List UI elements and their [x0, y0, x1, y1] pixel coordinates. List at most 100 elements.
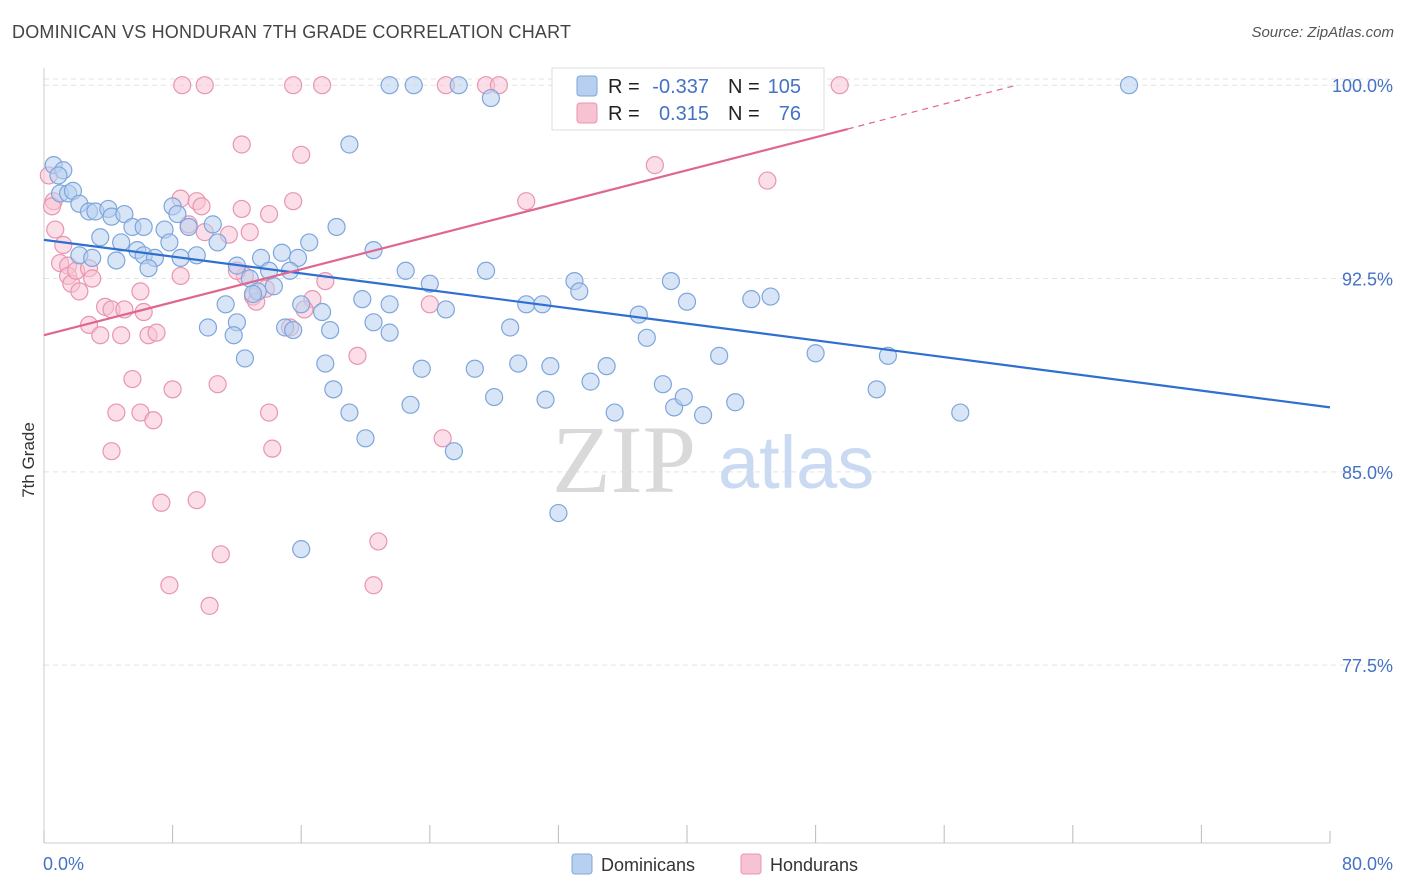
- dominican-point-43: [264, 277, 283, 296]
- honduran-point-47: [208, 375, 227, 394]
- honduran-point-31: [240, 223, 259, 242]
- honduran-point-53: [102, 442, 121, 461]
- honduran-point-43: [420, 295, 439, 314]
- honduran-point-33: [284, 192, 303, 211]
- dominican-point-99: [549, 503, 568, 523]
- y-tick-label-1: 85.0%: [1342, 463, 1393, 483]
- honduran-point-61: [364, 576, 383, 595]
- dominican-point-33: [327, 217, 346, 237]
- dominican-point-60: [761, 287, 780, 306]
- chart-title: DOMINICAN VS HONDURAN 7TH GRADE CORRELAT…: [12, 22, 572, 42]
- series-legend: Dominicans Hondurans: [571, 853, 858, 875]
- dominican-point-24: [160, 233, 179, 252]
- dominican-point-31: [288, 248, 308, 267]
- honduran-point-55: [152, 493, 171, 512]
- dominican-point-64: [224, 326, 243, 345]
- honduran-point-57: [211, 545, 230, 564]
- dominican-point-47: [353, 290, 372, 309]
- dominican-point-92: [674, 387, 693, 407]
- dominican-point-13: [134, 217, 153, 237]
- dominican-point-87: [401, 395, 420, 414]
- dominican-point-83: [806, 344, 825, 363]
- honduran-swatch: [576, 102, 598, 124]
- dominican-r-label: R =: [608, 76, 640, 98]
- dominican-n-value: 105: [768, 76, 801, 98]
- honduran-r-label: R =: [608, 103, 640, 125]
- honduran-trend-line: [43, 127, 849, 337]
- dominican-point-16: [168, 204, 187, 224]
- honduran-point-46: [163, 380, 182, 399]
- legend-hondurans-swatch: [740, 853, 762, 875]
- dominican-point-11: [115, 204, 134, 224]
- dominican-point-71: [629, 305, 648, 324]
- trend-lines: [43, 84, 1331, 409]
- dominican-point-73: [235, 349, 255, 368]
- dominican-point-102: [404, 76, 423, 95]
- honduran-point-4: [54, 235, 73, 255]
- y-tick-label-2: 92.5%: [1342, 270, 1393, 290]
- honduran-point-65: [312, 76, 332, 95]
- honduran-point-58: [369, 532, 388, 551]
- honduran-point-14: [91, 326, 110, 345]
- dominican-point-94: [726, 393, 745, 412]
- honduran-point-70: [830, 76, 849, 95]
- dominican-point-86: [340, 403, 359, 422]
- dominican-point-58: [677, 292, 697, 311]
- dominican-point-96: [951, 403, 970, 422]
- honduran-n-label: N =: [728, 103, 760, 125]
- dominican-point-70: [501, 318, 520, 337]
- dominican-point-19: [91, 228, 110, 247]
- dominican-point-37: [107, 251, 126, 270]
- dominican-point-103: [449, 76, 468, 95]
- dominican-trend-line: [43, 238, 1331, 409]
- dominican-point-78: [541, 357, 560, 376]
- dominican-point-66: [284, 320, 303, 340]
- dominican-point-48: [380, 295, 399, 314]
- honduran-point-17: [112, 326, 131, 345]
- honduran-point-71: [232, 135, 251, 154]
- watermark: ZIP atlas: [552, 406, 874, 513]
- dominican-point-51: [436, 300, 455, 319]
- dominican-point-98: [444, 442, 464, 461]
- stats-legend: R = -0.337 N = 105 R = 0.315 N = 76: [551, 67, 825, 131]
- honduran-point-19: [131, 282, 150, 301]
- honduran-point-59: [160, 576, 179, 595]
- dominican-point-72: [637, 328, 656, 347]
- grid-lines: [44, 78, 1394, 666]
- honduran-point-68: [489, 76, 509, 95]
- dominican-point-85: [324, 380, 343, 399]
- y-tick-label-3: 100.0%: [1332, 76, 1393, 96]
- legend-hondurans-label: Hondurans: [770, 855, 858, 875]
- dominican-point-82: [710, 346, 729, 365]
- legend-dominicans-swatch: [571, 853, 593, 875]
- dominican-point-61: [216, 295, 235, 314]
- dominican-point-80: [597, 357, 616, 376]
- dominican-point-41: [243, 284, 263, 304]
- honduran-point-64: [284, 76, 303, 95]
- dominican-point-50: [420, 274, 439, 293]
- honduran-point-73: [517, 192, 536, 211]
- honduran-point-63: [195, 76, 214, 95]
- dominican-point-81: [653, 375, 672, 394]
- dominican-point-57: [661, 271, 681, 291]
- dominican-point-75: [412, 359, 431, 378]
- honduran-point-26: [192, 197, 211, 216]
- dominican-point-106: [1119, 76, 1139, 95]
- dominican-point-101: [380, 76, 399, 95]
- dominican-point-100: [292, 540, 311, 559]
- dominican-point-104: [481, 88, 500, 108]
- y-tick-labels: 77.5% 85.0% 92.5% 100.0%: [1332, 76, 1393, 676]
- dominican-point-68: [364, 313, 383, 332]
- dominican-point-77: [509, 354, 528, 373]
- honduran-point-45: [123, 369, 142, 389]
- dominican-swatch: [576, 75, 598, 97]
- dominican-point-17: [179, 217, 198, 237]
- honduran-point-54: [263, 439, 282, 458]
- honduran-point-75: [758, 171, 777, 190]
- dominican-point-89: [536, 390, 555, 409]
- honduran-trend-extension: [847, 84, 1017, 130]
- watermark-zip: ZIP: [552, 406, 696, 513]
- dominican-point-49: [396, 261, 415, 280]
- dominican-point-30: [272, 243, 292, 262]
